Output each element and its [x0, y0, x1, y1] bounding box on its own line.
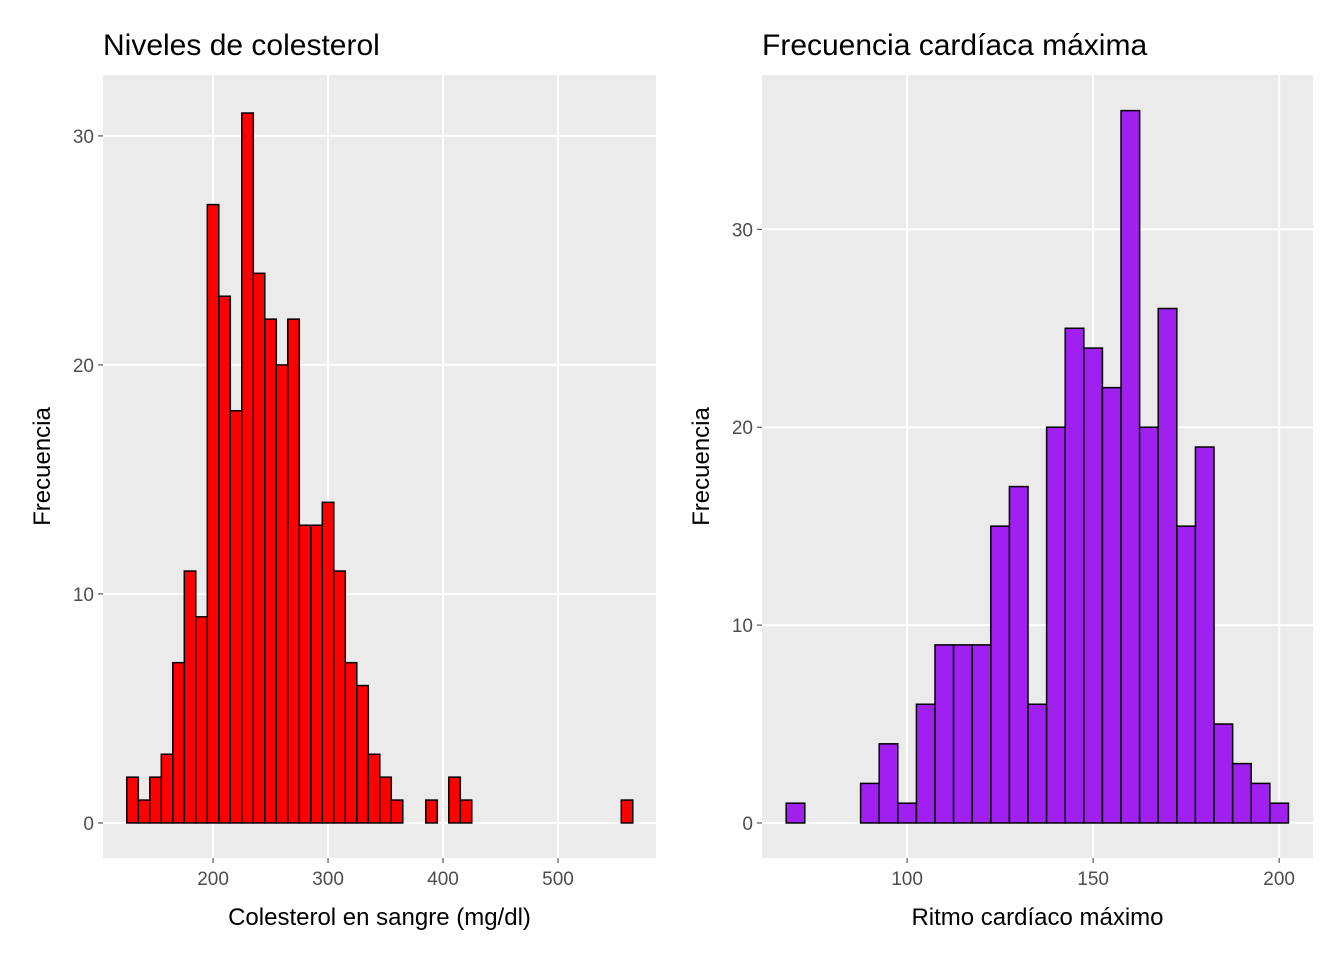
bar — [367, 753, 381, 824]
bar — [206, 203, 220, 824]
bar — [785, 802, 806, 824]
bar — [971, 644, 992, 824]
bar — [137, 799, 151, 824]
bar — [425, 799, 439, 824]
bar — [126, 776, 140, 824]
y-tick-label: 0 — [742, 814, 753, 835]
x-axis-label: Colesterol en sangre (mg/dl) — [228, 904, 531, 931]
bar — [1101, 386, 1122, 824]
bar — [149, 776, 163, 824]
x-tick-label: 150 — [1077, 869, 1109, 890]
bar — [915, 703, 936, 824]
x-tick-label: 100 — [891, 869, 923, 890]
bar — [229, 409, 243, 824]
y-tick-label: 0 — [83, 814, 94, 835]
bar — [333, 570, 347, 824]
bar — [620, 799, 634, 824]
bar — [287, 318, 301, 824]
bar — [878, 743, 899, 824]
bar — [1194, 446, 1215, 824]
y-tick-label: 30 — [73, 127, 94, 148]
bar — [1157, 307, 1178, 824]
y-axis-label: Frecuencia — [29, 406, 56, 525]
bar — [897, 802, 918, 824]
x-tick-label: 200 — [1263, 869, 1295, 890]
bar — [344, 661, 358, 824]
bar — [298, 524, 312, 824]
chart-title: Niveles de colesterol — [103, 29, 380, 62]
bar — [183, 570, 197, 824]
y-tick-label: 10 — [732, 616, 753, 637]
y-tick-label: 20 — [732, 418, 753, 439]
bar — [459, 799, 473, 824]
y-tick-label: 30 — [732, 220, 753, 241]
bar — [218, 295, 232, 824]
bar — [379, 776, 393, 824]
x-axis-label: Ritmo cardíaco máximo — [911, 904, 1163, 931]
bar — [1138, 426, 1159, 824]
bar — [990, 525, 1011, 824]
bar — [1045, 426, 1066, 824]
bar — [160, 753, 174, 824]
bar — [172, 661, 186, 824]
bar — [390, 799, 404, 824]
bar — [1008, 485, 1029, 824]
bar — [321, 501, 335, 824]
bar — [264, 318, 278, 824]
bar — [448, 776, 462, 824]
x-tick-label: 300 — [312, 869, 344, 890]
y-axis-label: Frecuencia — [688, 406, 715, 525]
bar — [1027, 703, 1048, 824]
y-tick-label: 20 — [73, 356, 94, 377]
bar — [859, 782, 880, 824]
bar — [252, 272, 266, 824]
bar — [1083, 347, 1104, 824]
bar — [1176, 525, 1197, 824]
bar — [195, 616, 209, 824]
bar — [1064, 327, 1085, 824]
x-tick-label: 400 — [427, 869, 459, 890]
chart-title: Frecuencia cardíaca máxima — [762, 29, 1147, 62]
bar — [1231, 762, 1252, 824]
bar — [241, 112, 255, 824]
x-tick-label: 200 — [197, 869, 229, 890]
bar — [275, 364, 289, 824]
bar — [1120, 109, 1141, 824]
bar — [1269, 802, 1290, 824]
bar — [310, 524, 324, 824]
bar — [1213, 723, 1234, 824]
bar — [934, 644, 955, 824]
bar — [952, 644, 973, 824]
bar — [356, 684, 370, 824]
x-tick-label: 500 — [542, 869, 574, 890]
bar — [1250, 782, 1271, 824]
y-tick-label: 10 — [73, 585, 94, 606]
